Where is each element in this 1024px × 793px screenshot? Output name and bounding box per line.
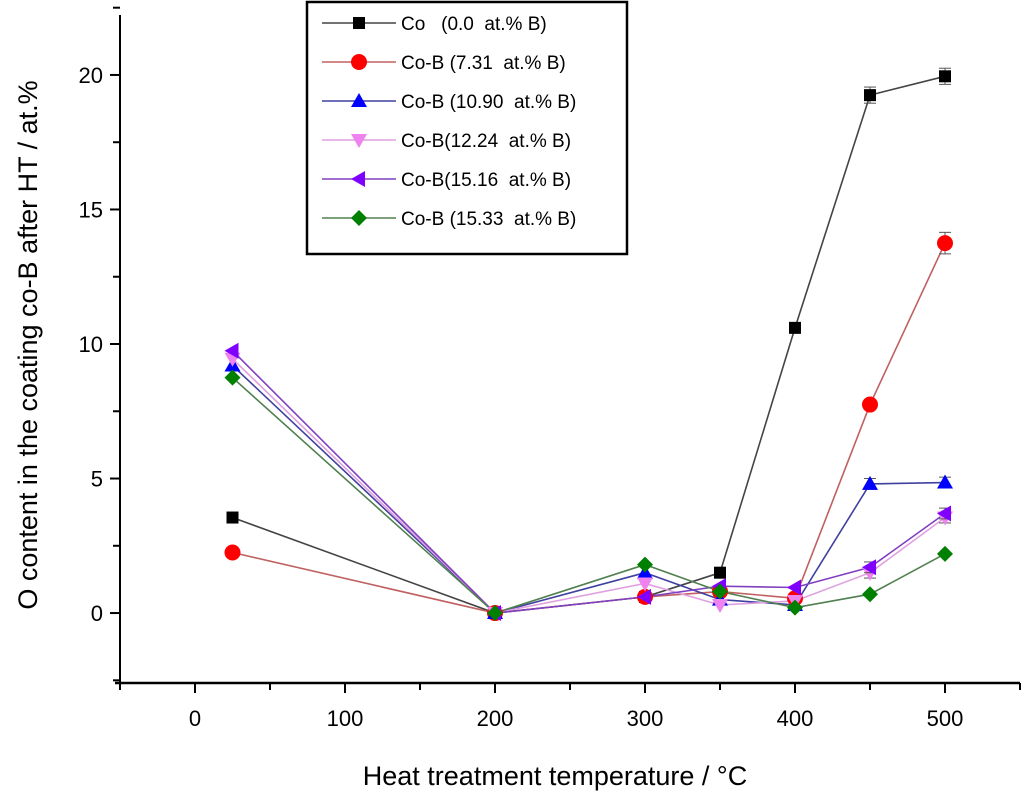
legend-entry: Co-B(15.16 at.% B): [322, 170, 571, 191]
x-tick-label: 0: [189, 706, 201, 731]
data-point: [226, 511, 239, 524]
x-tick-label: 300: [627, 706, 664, 731]
legend-entry: Co (0.0 at.% B): [322, 14, 547, 35]
data-point: [224, 369, 241, 386]
legend-marker: [353, 17, 365, 29]
legend-entry: Co-B (10.90 at.% B): [322, 92, 576, 113]
data-point: [224, 544, 241, 561]
legend-entry: Co-B(12.24 at.% B): [322, 131, 571, 152]
data-point: [487, 605, 503, 622]
y-axis-title: O content in the coating co-B after HT /…: [13, 80, 43, 609]
data-point: [937, 235, 953, 252]
data-point: [789, 321, 801, 334]
data-point: [787, 599, 803, 616]
data-point: [939, 70, 951, 83]
legend-marker: [351, 210, 367, 226]
x-tick-label: 500: [927, 706, 964, 731]
data-point: [864, 89, 876, 102]
data-point: [637, 588, 651, 605]
legend-label: Co (0.0 at.% B): [401, 14, 547, 35]
data-point: [937, 474, 953, 489]
legend-label: Co-B (15.33 at.% B): [401, 209, 576, 230]
series-line: [231, 350, 946, 614]
legend-marker: [351, 93, 367, 107]
series-line: [232, 242, 946, 614]
series-markers: [224, 67, 953, 622]
data-point: [862, 586, 878, 603]
legend-marker: [351, 54, 367, 70]
x-ticks: 0 100 200 300 400 500: [119, 683, 1021, 731]
legend-marker: [351, 134, 367, 148]
legend-entry: Co-B (15.33 at.% B): [322, 209, 576, 230]
y-tick-label: 5: [91, 467, 103, 492]
legend-label: Co-B(12.24 at.% B): [401, 131, 571, 152]
data-point: [637, 577, 653, 592]
data-point: [224, 342, 239, 359]
x-axis-title: Heat treatment temperature / °C: [363, 761, 747, 791]
y-tick-label: 0: [91, 601, 103, 626]
data-point: [862, 396, 878, 413]
legend-label: Co-B(15.16 at.% B): [401, 170, 571, 191]
legend-marker: [351, 171, 365, 187]
data-point: [637, 556, 653, 573]
y-ticks: 0 5 10 15 20: [79, 6, 120, 682]
x-tick-label: 200: [477, 706, 514, 731]
data-point: [714, 566, 726, 579]
data-point: [937, 505, 951, 522]
data-point: [862, 559, 876, 576]
legend-label: Co-B (7.31 at.% B): [401, 53, 566, 74]
x-tick-label: 400: [777, 706, 814, 731]
legend: Co (0.0 at.% B) Co-B (7.31 at.% B) Co-B (1…: [305, 0, 629, 256]
y-tick-label: 15: [79, 197, 103, 222]
data-point: [937, 545, 953, 562]
data-point: [787, 579, 801, 596]
data-point: [862, 475, 878, 490]
legend-label: Co-B (10.90 at.% B): [401, 92, 576, 113]
x-tick-label: 100: [327, 706, 364, 731]
data-point: [712, 583, 728, 600]
data-point: [712, 598, 728, 613]
legend-entry: Co-B (7.31 at.% B): [322, 53, 566, 74]
y-tick-label: 10: [79, 332, 103, 357]
y-tick-label: 20: [79, 63, 103, 88]
